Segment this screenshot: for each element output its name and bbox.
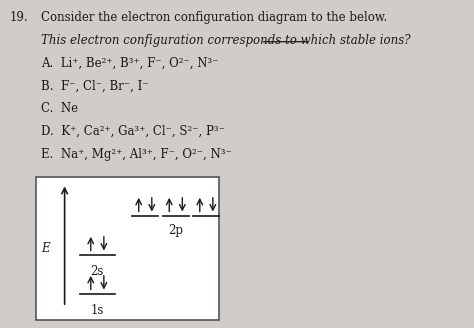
- Text: A.  Li⁺, Be²⁺, B³⁺, F⁻, O²⁻, N³⁻: A. Li⁺, Be²⁺, B³⁺, F⁻, O²⁻, N³⁻: [41, 57, 218, 70]
- Text: D.  K⁺, Ca²⁺, Ga³⁺, Cl⁻, S²⁻, P³⁻: D. K⁺, Ca²⁺, Ga³⁺, Cl⁻, S²⁻, P³⁻: [41, 125, 225, 138]
- Text: Consider the electron configuration diagram to the below.: Consider the electron configuration diag…: [41, 11, 387, 24]
- Text: E.  Na⁺, Mg²⁺, Al³⁺, F⁻, O²⁻, N³⁻: E. Na⁺, Mg²⁺, Al³⁺, F⁻, O²⁻, N³⁻: [41, 148, 231, 161]
- Text: 1s: 1s: [91, 304, 104, 317]
- Text: E: E: [41, 242, 49, 255]
- Text: 2p: 2p: [168, 224, 183, 237]
- Text: 19.: 19.: [10, 11, 29, 24]
- Text: C.  Ne: C. Ne: [41, 102, 78, 115]
- Text: 2s: 2s: [91, 265, 104, 278]
- Text: This electron configuration corresponds to which stable ions?: This electron configuration corresponds …: [41, 34, 410, 47]
- Text: B.  F⁻, Cl⁻, Br⁻, I⁻: B. F⁻, Cl⁻, Br⁻, I⁻: [41, 79, 148, 92]
